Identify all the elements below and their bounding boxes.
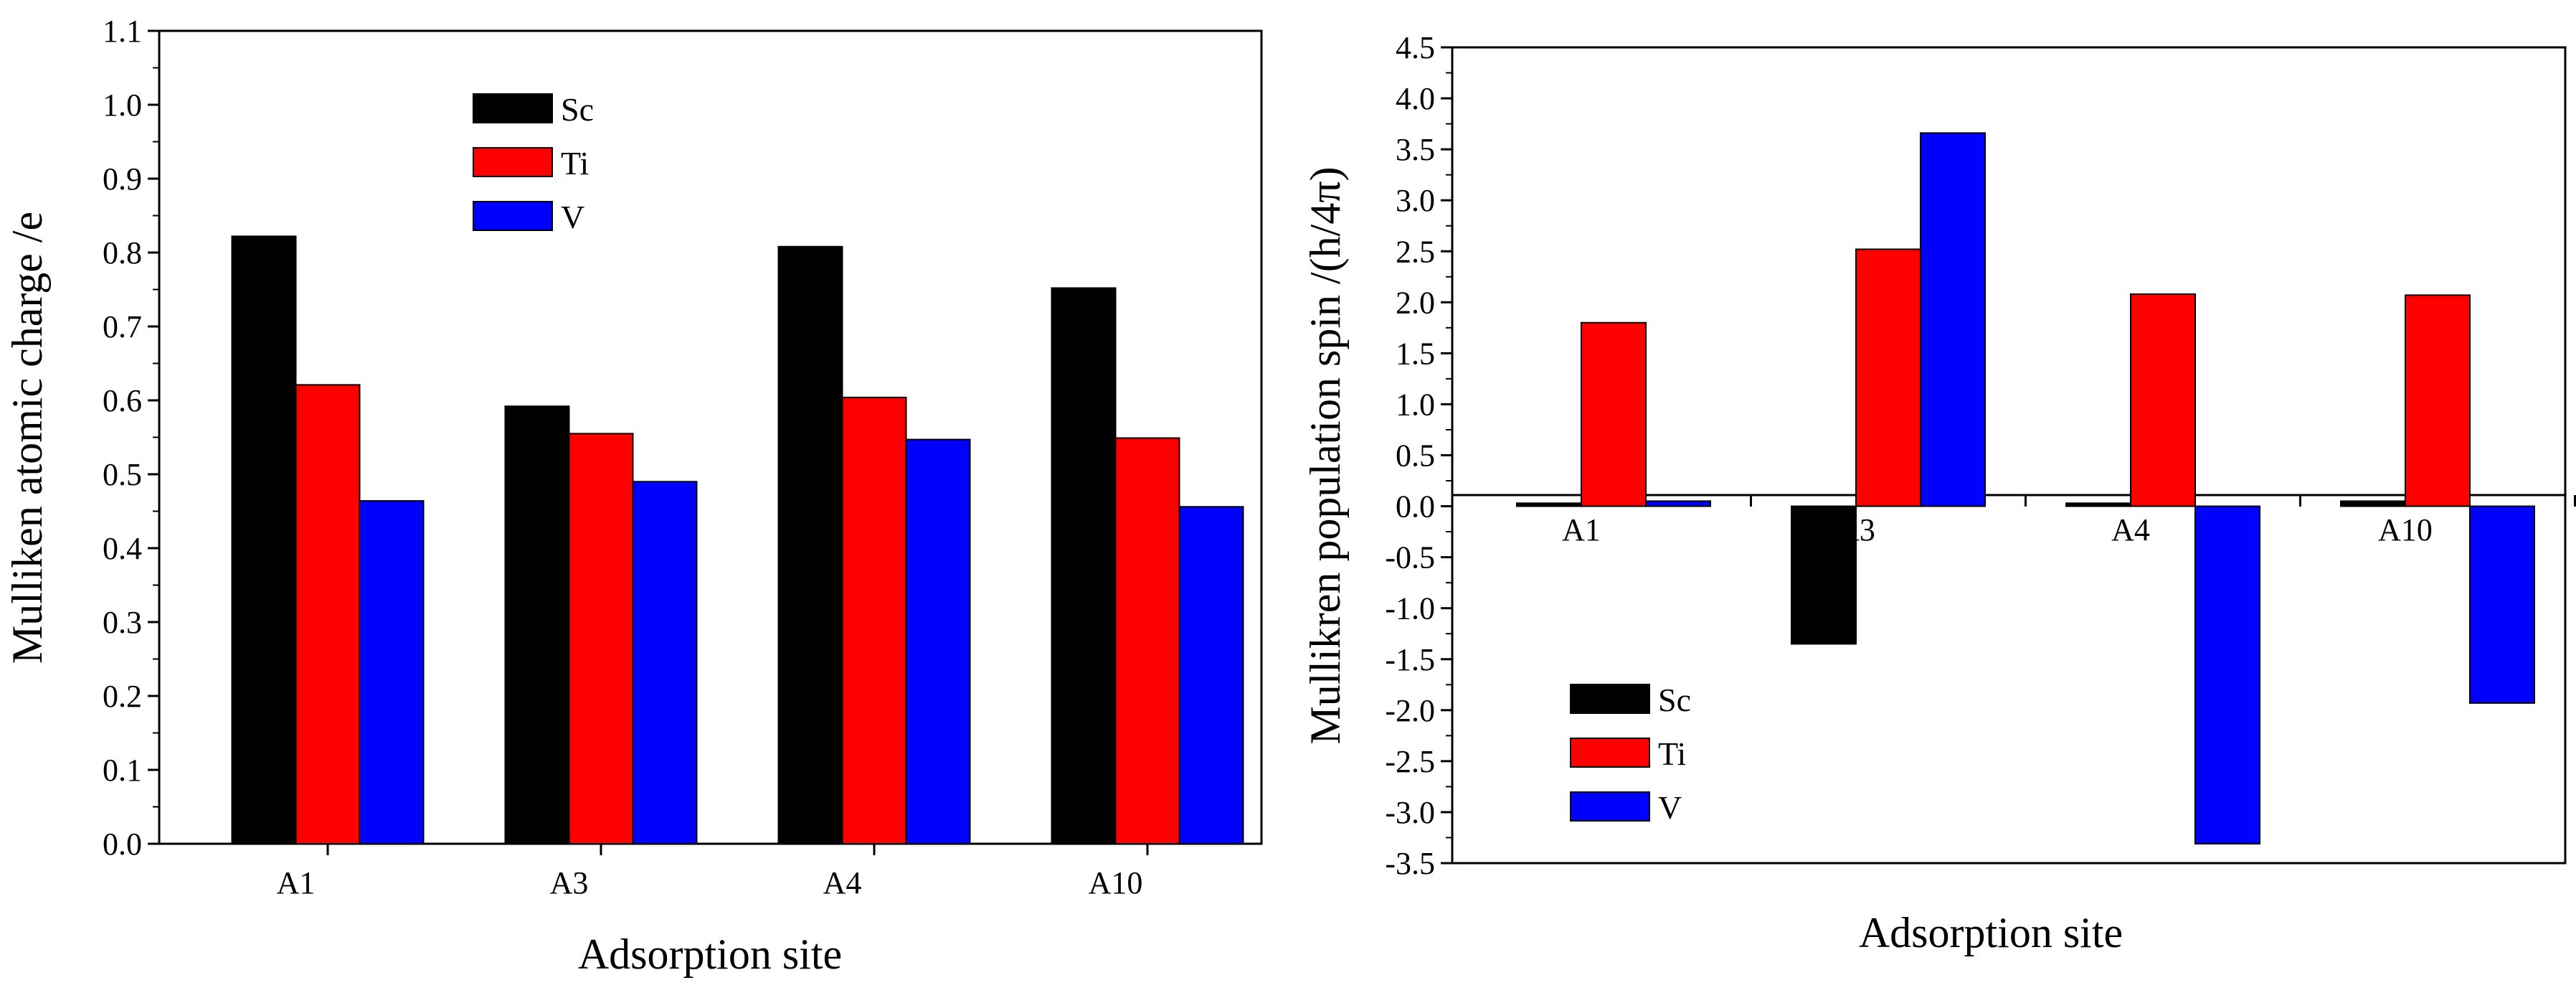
legend: Sc Ti V <box>1570 682 1691 826</box>
y-axis-title: Mulliken atomic charge /e <box>4 212 51 664</box>
y-tick-label: 0.1 <box>103 753 142 788</box>
spin-chart: -3.5 -3.0 -2.5 -2.0 -1.5 -1.0 -0.5 0.0 0.5 1.0 1.5… <box>1302 30 2576 956</box>
y-tick-label: 2.0 <box>1396 285 1435 320</box>
legend-swatch-ti <box>473 147 553 177</box>
charge-chart: 0.00.10.20.30.40.50.60.70.80.91.01.1 A1 A… <box>4 14 1263 978</box>
bar-ti-a1 <box>1581 321 1647 507</box>
bar-sc-a1 <box>231 235 297 844</box>
bar-ti-a4 <box>841 396 907 844</box>
y-tick-label: 0.0 <box>103 827 142 862</box>
y-tick-label: 0.8 <box>103 235 142 270</box>
y-tick-label: 2.5 <box>1396 234 1435 269</box>
bar-v-a10 <box>1178 506 1244 844</box>
y-axis-ticks: -3.5 -3.0 -2.5 -2.0 -1.5 -1.0 -0.5 0.0 0.5 1.0 1.5… <box>1385 30 1452 881</box>
bar-sc-a10 <box>2340 500 2406 507</box>
y-tick-label: 4.5 <box>1396 30 1435 65</box>
y-tick-label: -3.5 <box>1385 846 1435 881</box>
legend-label-sc: Sc <box>1658 682 1691 718</box>
legend-label-v: V <box>561 199 584 235</box>
y-tick-label: 0.7 <box>103 309 142 344</box>
x-axis-title: Adsorption site <box>1859 909 2123 956</box>
x-axis-ticks: A1 A3 A4 A10 <box>1562 495 2576 547</box>
y-tick-label: 3.5 <box>1396 132 1435 167</box>
x-tick-label: A10 <box>1089 865 1143 900</box>
y-tick-label: -1.5 <box>1385 642 1435 677</box>
bar-v-a10 <box>2469 505 2535 704</box>
y-tick-label: 0.2 <box>103 679 142 714</box>
x-tick-label: A1 <box>277 865 316 900</box>
x-tick-label: A4 <box>823 865 862 900</box>
bar-v-a1 <box>359 500 425 845</box>
y-tick-label: -2.0 <box>1385 693 1435 728</box>
bar-ti-a3 <box>1855 248 1921 507</box>
y-tick-label: -0.5 <box>1385 540 1435 575</box>
y-tick-label: 1.5 <box>1396 336 1435 371</box>
y-tick-label: 3.0 <box>1396 183 1435 218</box>
bar-sc-a1 <box>1516 502 1582 507</box>
y-tick-label: 0.5 <box>1396 438 1435 474</box>
x-tick-label: A4 <box>2111 512 2150 547</box>
x-tick-label: A10 <box>2378 512 2433 547</box>
x-tick-label: A1 <box>1562 512 1601 547</box>
y-tick-label: 0.3 <box>103 605 142 640</box>
y-axis-title: Mullikren population spin /(h/4π) <box>1302 166 1349 744</box>
y-tick-label: 1.1 <box>103 14 142 49</box>
y-tick-label: -1.0 <box>1385 591 1435 626</box>
bar-sc-a3 <box>1791 505 1857 645</box>
legend-label-ti: Ti <box>561 145 589 182</box>
bar-v-a3 <box>632 481 698 844</box>
y-tick-label: 1.0 <box>103 88 142 123</box>
bar-sc-a4 <box>777 245 843 844</box>
legend-swatch-sc <box>473 93 553 123</box>
y-axis-ticks: 0.0 0.1 0.2 0.3 0.4 0.5 0.6 0.7 0.8 0.9 1.0 1.1 <box>103 14 159 862</box>
y-tick-label: 0.6 <box>103 383 142 418</box>
bar-v-a4 <box>2194 505 2260 844</box>
legend-swatch-v <box>1570 791 1650 822</box>
legend-swatch-sc <box>1570 684 1650 714</box>
legend-label-ti: Ti <box>1658 735 1686 772</box>
legend-label-v: V <box>1658 789 1682 826</box>
x-tick-label: A3 <box>1837 512 1875 547</box>
bar-ti-a4 <box>2130 293 2196 507</box>
bar-group <box>1516 132 2535 844</box>
y-tick-label: 0.0 <box>1396 489 1435 524</box>
bar-ti-a3 <box>568 433 634 844</box>
bar-group <box>231 235 1244 845</box>
bar-ti-a1 <box>295 384 361 844</box>
y-tick-label: 4.0 <box>1396 81 1435 116</box>
y-tick-label: -2.5 <box>1385 744 1435 779</box>
legend-swatch-v <box>473 201 553 231</box>
bar-sc-a3 <box>504 405 570 844</box>
bar-v-a4 <box>905 438 971 844</box>
x-tick-label: A3 <box>550 865 589 900</box>
bar-ti-a10 <box>2405 294 2471 507</box>
x-axis-ticks: A1 A3 A4 A10 <box>277 844 1149 900</box>
bar-ti-a10 <box>1114 437 1180 844</box>
bar-sc-a4 <box>2065 502 2131 507</box>
legend-swatch-ti <box>1570 738 1650 768</box>
bar-v-a3 <box>1920 132 1986 507</box>
bar-sc-a10 <box>1051 287 1117 844</box>
y-tick-label: 1.0 <box>1396 387 1435 422</box>
y-tick-label: -3.0 <box>1385 795 1435 830</box>
legend-label-sc: Sc <box>561 91 594 128</box>
y-tick-label: 0.4 <box>103 531 142 566</box>
bar-v-a1 <box>1645 500 1711 507</box>
y-tick-label: 0.9 <box>103 161 142 197</box>
legend: Sc Ti V <box>473 91 594 235</box>
y-tick-label: 0.5 <box>103 457 142 492</box>
x-axis-title: Adsorption site <box>578 931 842 978</box>
